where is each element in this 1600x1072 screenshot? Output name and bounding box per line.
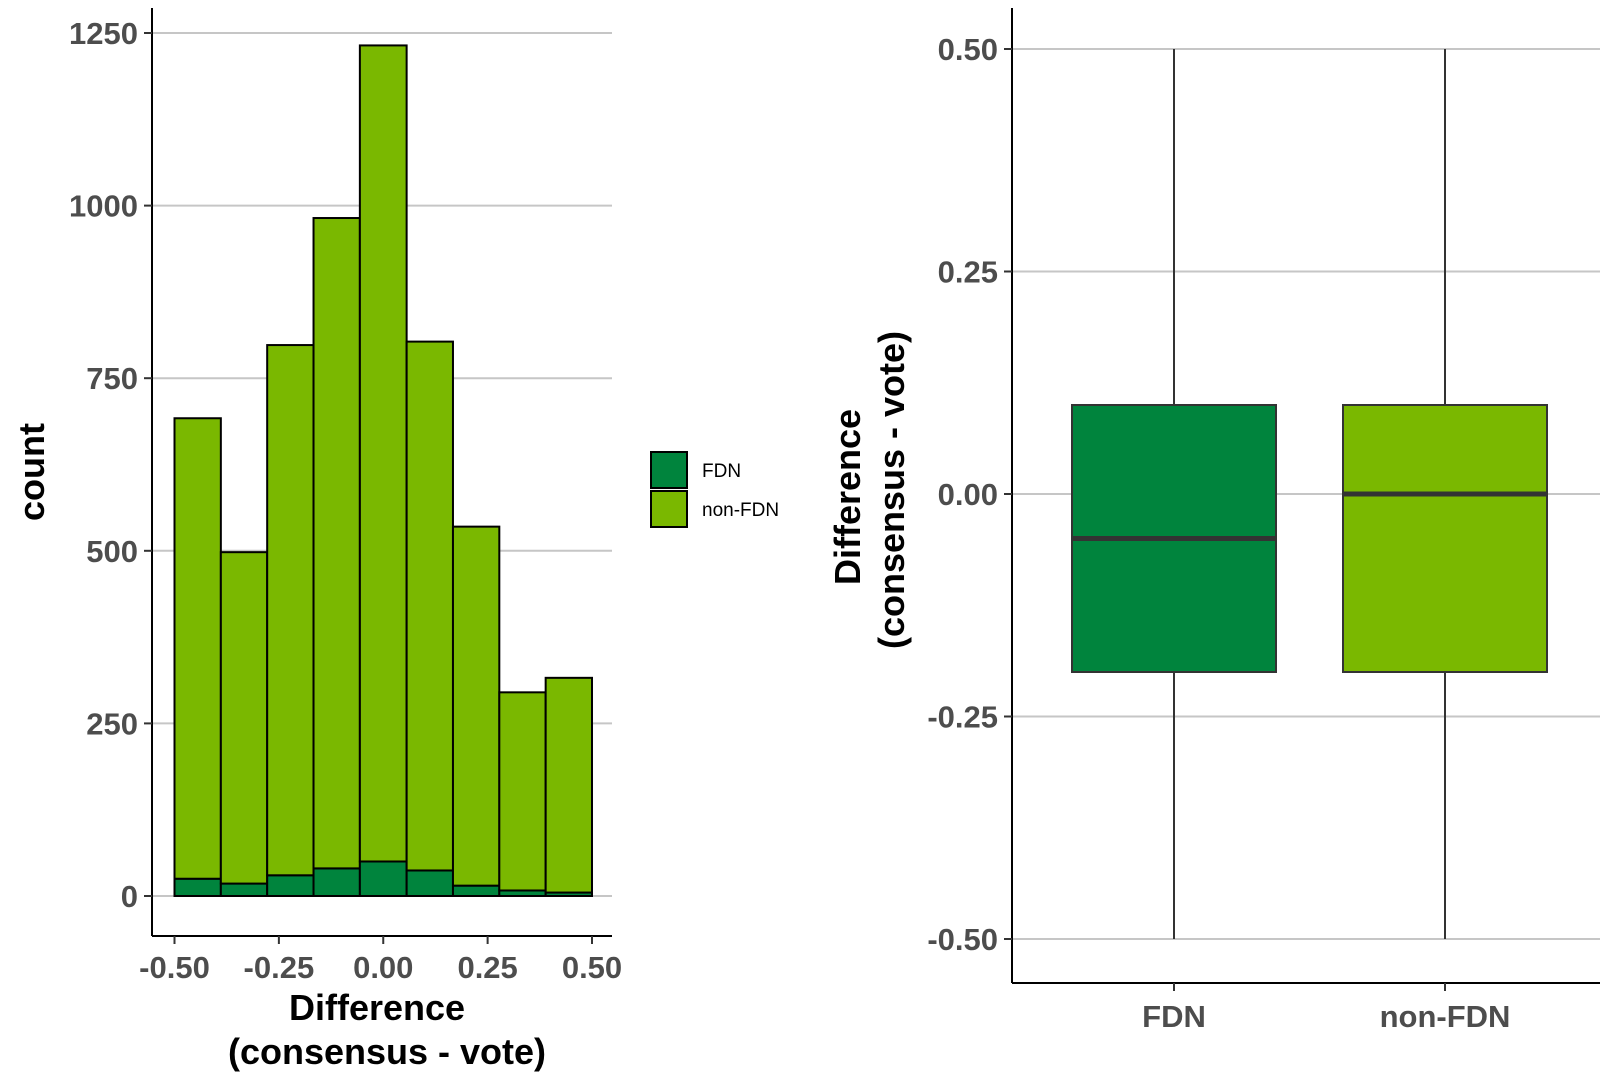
hist-bar-fdn — [266, 874, 315, 898]
hist-x-axis-title-line1: Difference — [289, 987, 465, 1028]
hist-bar-non-fdn — [219, 551, 269, 885]
box-y-axis-title-line2: (consensus - vote) — [871, 331, 912, 649]
hist-bar-fdn — [173, 877, 222, 897]
hist-bar-non-fdn — [173, 417, 222, 880]
legend-swatch-non-fdn — [650, 490, 688, 528]
box-y-tick-label: -0.25 — [927, 700, 998, 735]
hist-bar-fdn — [312, 867, 361, 897]
box-y-tick-label: -0.50 — [927, 922, 998, 957]
hist-y-tick-label: 500 — [86, 534, 138, 569]
hist-bar-non-fdn — [266, 344, 315, 877]
box-y-tick-label: 0.25 — [938, 255, 998, 290]
hist-bar-non-fdn — [358, 44, 408, 863]
hist-bar-fdn — [451, 884, 501, 897]
box-iqr-non-fdn — [1342, 404, 1548, 673]
legend-label-non-fdn: non-FDN — [702, 500, 779, 521]
hist-bar-fdn — [358, 860, 408, 897]
hist-x-axis-title-line2: (consensus - vote) — [228, 1031, 546, 1072]
hist-x-tick-label: 0.25 — [457, 950, 517, 985]
hist-y-tick-label: 750 — [86, 361, 138, 396]
hist-x-tick-label: 0.00 — [353, 950, 413, 985]
hist-y-tick-label: 1250 — [69, 16, 138, 51]
hist-y-axis-title: count — [11, 423, 52, 521]
hist-bar-non-fdn — [498, 691, 547, 892]
hist-y-tick-label: 1000 — [69, 189, 138, 224]
hist-bar-non-fdn — [451, 525, 501, 887]
hist-bar-non-fdn — [312, 217, 361, 870]
boxplot-panel: -0.50 -0.25 0.00 0.25 0.50 FDN non-FDN Differen… — [827, 8, 1600, 1034]
hist-x-tick-label: -0.25 — [244, 950, 315, 985]
hist-x-tick-label: -0.50 — [139, 950, 210, 985]
box-x-tick-label: FDN — [1142, 999, 1206, 1034]
hist-bar-fdn — [405, 869, 454, 897]
hist-x-tick-label: 0.50 — [562, 950, 622, 985]
legend-swatch-fdn — [650, 451, 688, 489]
box-y-tick-label: 0.50 — [938, 32, 998, 67]
legend-label-fdn: FDN — [702, 461, 741, 482]
box-y-axis-title-line1: Difference — [827, 409, 868, 585]
hist-bar-non-fdn — [544, 676, 593, 894]
hist-y-tick-label: 0 — [121, 879, 138, 914]
hist-y-tick-label: 250 — [86, 706, 138, 741]
histogram-panel: 0 250 500 750 1000 1250 -0.50 -0.25 0.00 0.25 0.50… — [11, 8, 779, 1072]
hist-bar-fdn — [219, 882, 269, 898]
hist-bar-non-fdn — [405, 340, 454, 872]
box-y-tick-label: 0.00 — [938, 477, 998, 512]
box-x-tick-label: non-FDN — [1380, 999, 1511, 1034]
